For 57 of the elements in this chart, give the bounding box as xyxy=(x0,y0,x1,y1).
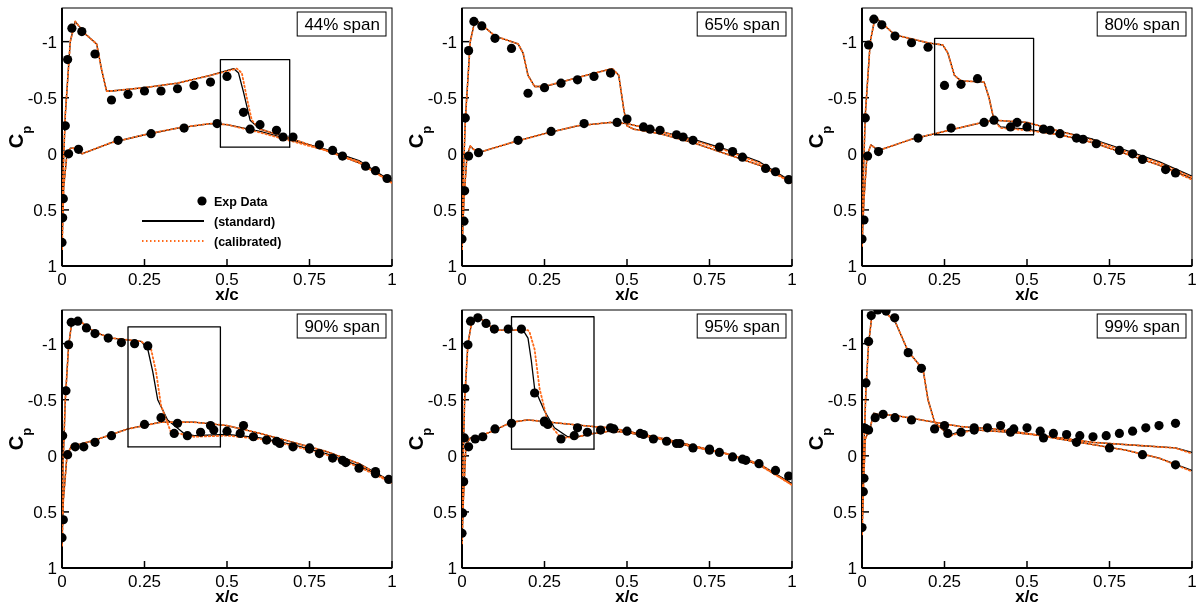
y-tick-label: -0.5 xyxy=(427,390,457,410)
y-tick-label: 1 xyxy=(47,559,57,578)
y-tick-label: -1 xyxy=(441,334,457,354)
y-tick-label: -1 xyxy=(841,334,857,354)
legend-label: (calibrated) xyxy=(214,234,282,249)
y-tick-label: 1 xyxy=(847,559,857,578)
chart-title: 95% span xyxy=(704,317,780,336)
y-tick-label: -0.5 xyxy=(27,88,57,108)
y-tick-label: 1 xyxy=(847,257,857,276)
y-tick-label: 0.5 xyxy=(833,502,857,522)
x-tick-label: 1 xyxy=(1187,270,1197,289)
x-tick-label: 0.75 xyxy=(1092,270,1127,289)
x-tick-label: 0.25 xyxy=(927,270,962,289)
y-tick-label: -1 xyxy=(841,32,857,52)
chart-title: 65% span xyxy=(704,15,780,34)
x-tick-label: 0.75 xyxy=(292,270,327,289)
y-tick-label: 1 xyxy=(47,257,57,276)
y-tick-label: -0.5 xyxy=(827,390,857,410)
y-tick-label: 1 xyxy=(447,559,457,578)
y-tick-label: -1 xyxy=(41,334,57,354)
chart-title: 90% span xyxy=(304,317,380,336)
chart-title: 80% span xyxy=(1104,15,1180,34)
chart-title: 99% span xyxy=(1104,317,1180,336)
x-tick-label: 1 xyxy=(787,270,797,289)
y-tick-label: -0.5 xyxy=(427,88,457,108)
x-tick-label: 0.75 xyxy=(292,572,327,591)
y-tick-label: 0.5 xyxy=(33,200,57,220)
y-tick-label: -1 xyxy=(41,32,57,52)
x-tick-label: 1 xyxy=(787,572,797,591)
x-tick-label: 0.75 xyxy=(692,270,727,289)
x-tick-label: 1 xyxy=(387,270,397,289)
legend-label: (standard) xyxy=(214,214,276,229)
y-tick-label: 0 xyxy=(847,446,857,466)
x-tick-label: 0.75 xyxy=(1092,572,1127,591)
y-tick-label: 0 xyxy=(447,144,457,164)
x-tick-label: 1 xyxy=(1187,572,1197,591)
y-tick-label: 0 xyxy=(447,446,457,466)
y-tick-label: -0.5 xyxy=(827,88,857,108)
x-tick-label: 0.25 xyxy=(527,572,562,591)
x-tick-label: 0.25 xyxy=(127,572,162,591)
y-tick-label: 0.5 xyxy=(433,502,457,522)
y-tick-label: -0.5 xyxy=(27,390,57,410)
y-tick-label: 0 xyxy=(47,144,57,164)
x-tick-label: 0.25 xyxy=(527,270,562,289)
x-tick-label: 1 xyxy=(387,572,397,591)
y-tick-label: -1 xyxy=(441,32,457,52)
y-tick-label: 0 xyxy=(47,446,57,466)
y-tick-label: 0.5 xyxy=(833,200,857,220)
y-tick-label: 0.5 xyxy=(433,200,457,220)
y-tick-label: 0 xyxy=(847,144,857,164)
x-tick-label: 0.25 xyxy=(927,572,962,591)
chart-title: 44% span xyxy=(304,15,380,34)
x-tick-label: 0.25 xyxy=(127,270,162,289)
y-tick-label: 1 xyxy=(447,257,457,276)
y-tick-label: 0.5 xyxy=(33,502,57,522)
x-tick-label: 0.75 xyxy=(692,572,727,591)
legend-label: Exp Data xyxy=(214,194,269,209)
